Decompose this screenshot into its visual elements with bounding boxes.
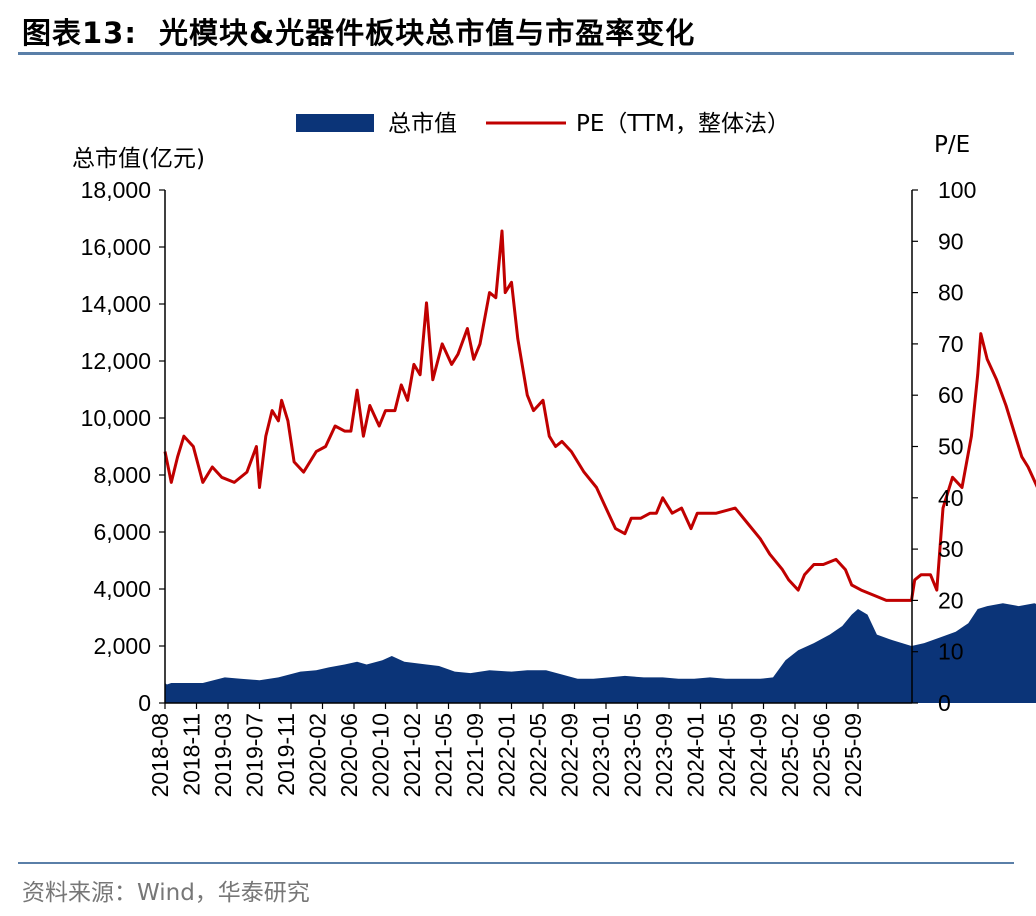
x-tick-label: 2019-03: [210, 713, 236, 797]
footer-rule: [18, 862, 1014, 864]
left-tick-label: 8,000: [93, 462, 151, 488]
legend-label-market-cap: 总市值: [388, 111, 457, 137]
x-tick-label: 2021-02: [399, 713, 425, 797]
right-tick-label: 0: [938, 690, 951, 716]
x-tick-label: 2020-06: [336, 713, 362, 797]
left-tick-label: 4,000: [93, 576, 151, 602]
legend-label-pe: PE（TTM，整体法）: [576, 111, 790, 137]
x-tick-label: 2025-02: [777, 713, 803, 797]
right-tick-label: 30: [938, 536, 964, 562]
x-tick-label: 2021-05: [431, 713, 457, 797]
x-tick-label: 2023-05: [620, 713, 646, 797]
right-tick-label: 50: [938, 434, 964, 460]
chart: 0 2,000 4,000 6,000 8,000 10,000 12,000 14,000 1…: [72, 111, 1036, 797]
right-tick-label: 40: [938, 485, 964, 511]
legend: 总市值 PE（TTM，整体法）: [296, 111, 790, 137]
figure-title: 图表13: 光模块&光器件板块总市值与市盈率变化: [22, 10, 695, 52]
right-tick-label: 10: [938, 639, 964, 665]
left-tick-label: 18,000: [81, 177, 151, 203]
x-tick-label: 2019-11: [273, 713, 299, 796]
x-tick-label: 2018-08: [147, 713, 173, 797]
plot-area: [163, 229, 1036, 703]
market-cap-area: [165, 603, 1036, 703]
right-axis-label: P/E: [934, 132, 970, 158]
x-tick-label: 2025-09: [840, 713, 866, 797]
left-tick-label: 14,000: [81, 291, 151, 317]
x-tick-label: 2022-05: [525, 713, 551, 797]
pe-line: [163, 229, 1036, 602]
left-tick-label: 10,000: [81, 405, 151, 431]
x-tick-label: 2022-01: [494, 713, 520, 797]
right-tick-label: 100: [938, 177, 976, 203]
figure-number: 图表13:: [22, 16, 137, 50]
source-note: 资料来源：Wind，华泰研究: [22, 880, 310, 906]
x-tick-label: 2022-09: [557, 713, 583, 797]
left-tick-label: 0: [138, 690, 151, 716]
left-tick-label: 6,000: [93, 519, 151, 545]
left-tick-label: 2,000: [93, 633, 151, 659]
left-tick-label: 16,000: [81, 234, 151, 260]
right-tick-label: 80: [938, 280, 964, 306]
right-tick-label: 60: [938, 382, 964, 408]
x-tick-label: 2021-09: [462, 713, 488, 797]
left-axis-label: 总市值(亿元): [72, 146, 205, 172]
x-tick-label: 2024-05: [714, 713, 740, 797]
x-tick-label: 2025-06: [809, 713, 835, 797]
x-tick-label: 2020-02: [305, 713, 331, 797]
x-tick-label: 2023-01: [588, 713, 614, 797]
left-tick-label: 12,000: [81, 348, 151, 374]
title-rule: [18, 52, 1014, 55]
legend-swatch-market-cap: [296, 114, 374, 132]
right-tick-label: 20: [938, 587, 964, 613]
x-tick-label: 2023-09: [651, 713, 677, 797]
x-tick-label: 2024-01: [683, 713, 709, 797]
axes: 0 2,000 4,000 6,000 8,000 10,000 12,000 14,000 1…: [81, 177, 977, 797]
x-tick-label: 2018-11: [179, 713, 205, 796]
x-tick-label: 2019-07: [242, 713, 268, 797]
x-tick-label: 2020-10: [368, 713, 394, 797]
x-tick-label: 2024-09: [746, 713, 772, 797]
figure-title-text: 光模块&光器件板块总市值与市盈率变化: [158, 16, 696, 50]
right-tick-label: 70: [938, 331, 964, 357]
right-tick-label: 90: [938, 228, 964, 254]
